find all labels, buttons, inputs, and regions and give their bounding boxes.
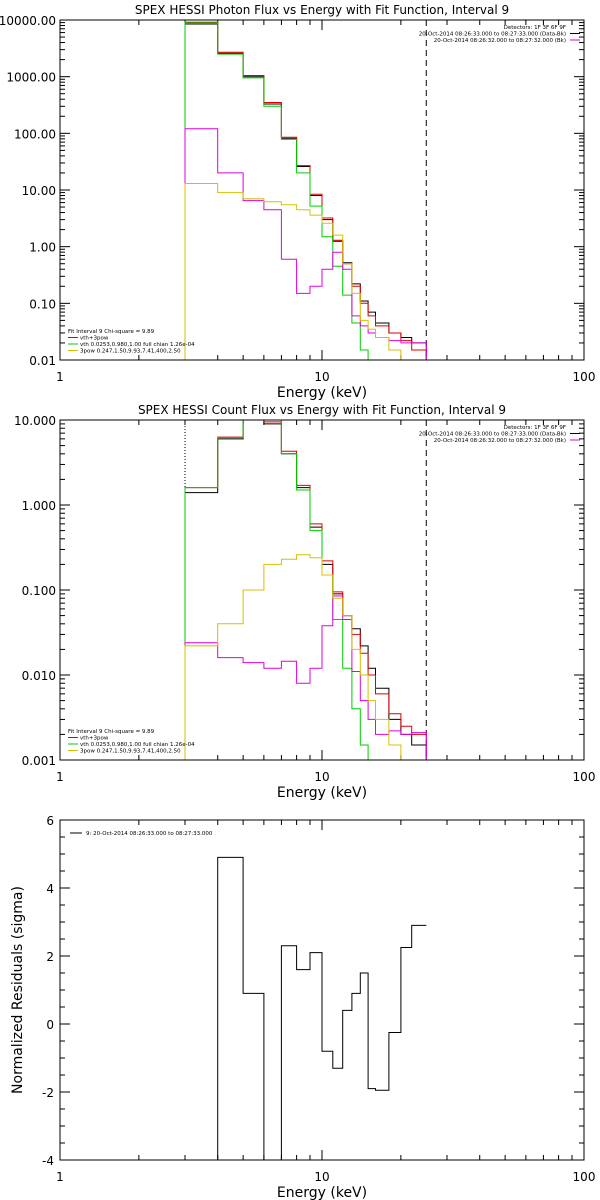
x-axis-label: Energy (keV) xyxy=(277,385,367,401)
x-tick-label: 10 xyxy=(314,1170,329,1184)
x-tick-label: 10 xyxy=(314,770,329,784)
y-tick-label: 0.10 xyxy=(29,297,56,311)
y-axis-label: Normalized Residuals (sigma) xyxy=(10,886,26,1094)
legend-entry: vth+3pow xyxy=(80,336,109,342)
chart-title: SPEX HESSI Count Flux vs Energy with Fit… xyxy=(138,403,506,417)
count-flux-panel: SPEX HESSI Count Flux vs Energy with Fit… xyxy=(14,403,595,801)
y-tick-label: 1.000 xyxy=(22,499,56,513)
series-line xyxy=(184,22,427,360)
x-tick-label: 100 xyxy=(573,1170,596,1184)
x-axis-label: Energy (keV) xyxy=(277,785,367,801)
x-tick-label: 100 xyxy=(573,770,596,784)
header-line: Detectors: 1F 3F 6F 9F xyxy=(504,425,566,431)
chart-title: SPEX HESSI Photon Flux vs Energy with Fi… xyxy=(135,3,509,17)
series-line xyxy=(184,595,427,760)
series-group xyxy=(184,21,427,360)
y-tick-label: 100.00 xyxy=(14,127,56,141)
series-line xyxy=(184,183,427,360)
legend-entry: vth+3pow xyxy=(80,736,109,742)
y-tick-label: 1.00 xyxy=(29,241,56,255)
series-line xyxy=(184,23,427,360)
x-axis-label: Energy (keV) xyxy=(277,1185,367,1200)
y-tick-label: 2 xyxy=(46,950,54,964)
plot-frame xyxy=(59,419,585,761)
x-tick-label: 10 xyxy=(314,370,329,384)
legend-entry: vth 0.0253,0.980,1.00 full chian 1.26e-0… xyxy=(80,342,195,348)
x-tick-label: 1 xyxy=(56,370,64,384)
y-tick-label: -2 xyxy=(42,1086,54,1100)
series-line xyxy=(184,128,427,360)
y-tick-label: 10.00 xyxy=(22,184,56,198)
legend-entry: 9: 20-Oct-2014 08:26:33.000 to 08:27:33.… xyxy=(86,831,213,837)
legend-entry: vth 0.0253,0.980,1.00 full chian 1.26e-0… xyxy=(80,742,195,748)
y-tick-label: 1000.00 xyxy=(6,71,56,85)
x-tick-label: 1 xyxy=(56,770,64,784)
legend-entry: 3pow 0.247,1.50,9.93,7.41,400,2.50 xyxy=(80,749,181,755)
y-tick-label: 10000.00 xyxy=(0,14,56,28)
legend-entry: Fit Interval 9 Chi-square = 9.89 xyxy=(68,729,155,735)
header-line: 20-Oct-2014 08:26:32.000 to 08:27:32.000… xyxy=(434,438,566,444)
x-tick-label: 1 xyxy=(56,1170,64,1184)
header-line: 20-Oct-2014 08:26:33.000 to 08:27:33.000… xyxy=(419,32,566,38)
y-tick-label: 0.001 xyxy=(22,754,56,768)
y-tick-label: 0 xyxy=(46,1018,54,1032)
photon-flux-panel: SPEX HESSI Photon Flux vs Energy with Fi… xyxy=(0,3,595,401)
plot-frame xyxy=(59,19,585,361)
series-line xyxy=(184,420,427,760)
series-group xyxy=(184,856,427,1160)
series-line xyxy=(184,554,427,760)
legend-entry: Fit Interval 9 Chi-square = 9.89 xyxy=(68,329,155,335)
y-tick-label: 4 xyxy=(46,882,54,896)
y-tick-label: -4 xyxy=(42,1154,54,1168)
residuals-panel: 1 10 100 -4 -2 0 2 4 6 Energy (keV) Normalized Res… xyxy=(10,814,595,1200)
y-tick-label: 10.000 xyxy=(14,414,56,428)
series-line xyxy=(184,21,427,360)
x-tick-label: 100 xyxy=(573,370,596,384)
y-tick-label: 6 xyxy=(46,814,54,828)
plot-frame xyxy=(59,819,585,1161)
series-line xyxy=(184,856,427,1160)
legend-entry: 3pow 0.247,1.50,9.93,7.41,400,2.50 xyxy=(80,349,181,355)
header-line: 20-Oct-2014 08:26:32.000 to 08:27:32.000… xyxy=(434,38,566,44)
series-group xyxy=(184,420,427,760)
header-line: Detectors: 1F 3F 6F 9F xyxy=(504,25,566,31)
y-tick-label: 0.010 xyxy=(22,669,56,683)
y-tick-label: 0.01 xyxy=(29,354,56,368)
y-tick-label: 0.100 xyxy=(22,584,56,598)
header-line: 20-Oct-2014 08:26:33.000 to 08:27:33.000… xyxy=(419,432,566,438)
series-line xyxy=(184,420,427,760)
